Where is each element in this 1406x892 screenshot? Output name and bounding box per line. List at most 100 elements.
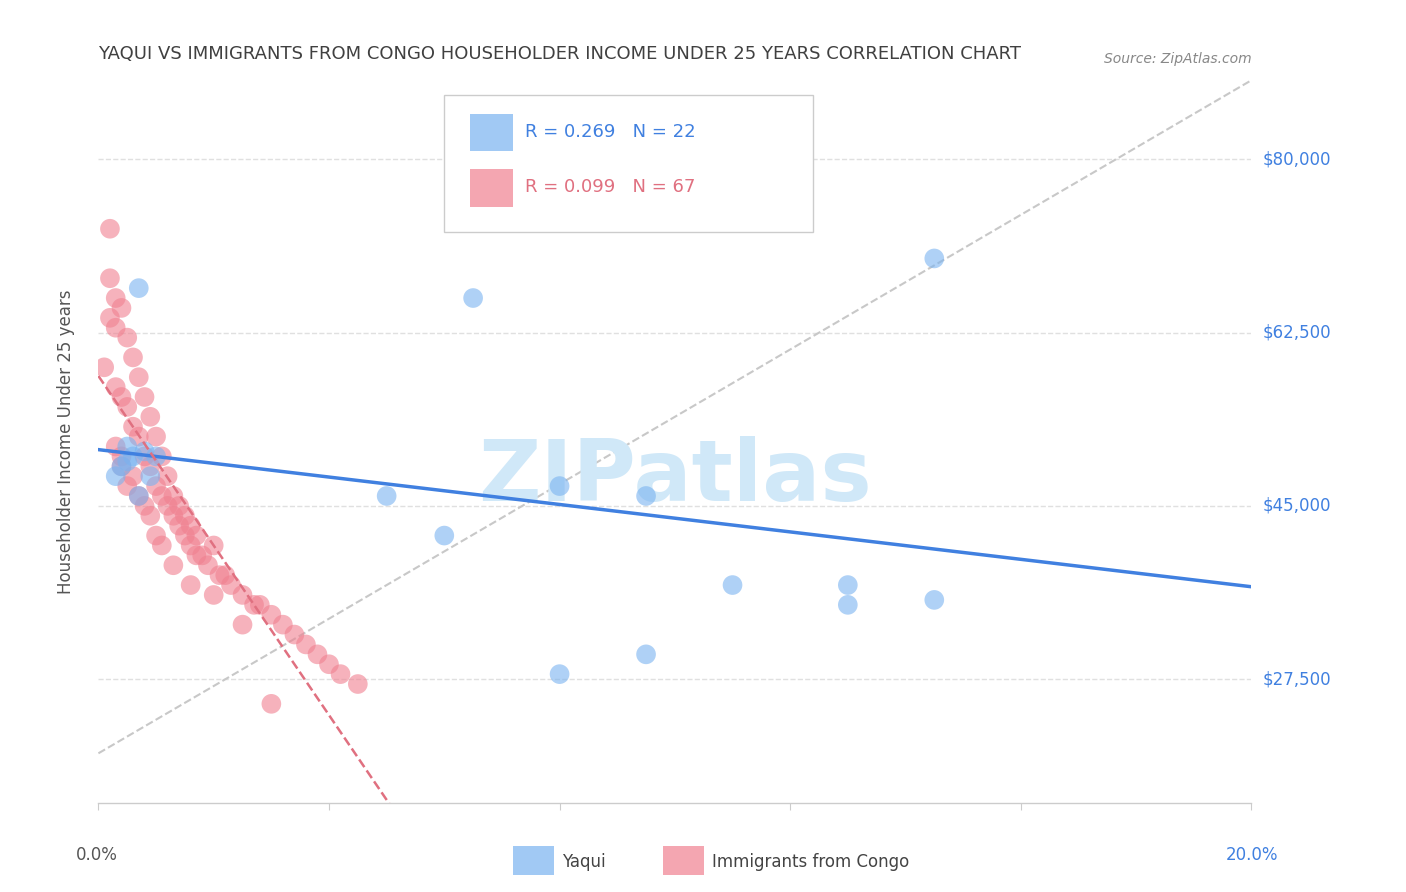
Point [231,617,254,632]
Point [186,549,208,563]
Point [117,479,139,493]
Point [110,390,132,404]
Point [128,370,150,384]
Point [249,598,271,612]
Point [93,360,115,375]
Point [128,281,150,295]
Point [117,440,139,454]
Text: $62,500: $62,500 [1263,324,1331,342]
Point [134,499,156,513]
Point [139,459,162,474]
Point [162,489,184,503]
Point [139,508,162,523]
Text: 20.0%: 20.0% [1226,847,1278,864]
Y-axis label: Householder Income Under 25 years: Householder Income Under 25 years [56,289,75,594]
Point [180,518,202,533]
Point [134,450,156,464]
Point [260,607,283,622]
Bar [513,847,554,875]
Point [231,588,254,602]
Point [156,469,179,483]
Point [122,351,145,365]
Point [174,508,197,523]
Point [329,667,352,681]
Point [307,648,329,662]
Point [162,508,184,523]
Point [122,419,145,434]
Text: 0.0%: 0.0% [76,847,118,864]
Point [208,568,231,582]
Point [167,518,190,533]
Point [202,539,225,553]
Point [548,479,571,493]
Text: $45,000: $45,000 [1263,497,1331,515]
Point [174,528,197,542]
Point [98,310,121,325]
Point [433,528,456,542]
Point [104,380,127,394]
Text: Yaqui: Yaqui [562,853,606,871]
Point [924,593,946,607]
Point [128,489,150,503]
Point [128,489,150,503]
Point [139,469,162,483]
Point [636,648,658,662]
Text: ZIPatlas: ZIPatlas [478,436,872,519]
Point [110,301,132,315]
Point [461,291,484,305]
Point [117,454,139,468]
Point [924,252,946,266]
Point [98,271,121,285]
Point [134,444,156,458]
Point [219,578,242,592]
Point [104,440,127,454]
Point [180,578,202,592]
Text: $80,000: $80,000 [1263,151,1331,169]
Point [134,390,156,404]
Point [110,459,132,474]
Point [318,657,340,672]
Point [837,598,859,612]
Point [104,320,127,334]
Point [283,627,305,641]
Point [636,489,658,503]
Point [548,667,571,681]
FancyBboxPatch shape [444,95,813,232]
Point [295,637,318,651]
Bar [470,113,513,151]
Point [346,677,368,691]
Point [128,429,150,443]
Point [243,598,266,612]
Point [117,330,139,344]
Text: $27,500: $27,500 [1263,670,1331,688]
Point [260,697,283,711]
Point [721,578,744,592]
Point [191,549,214,563]
Bar [664,847,704,875]
Point [162,558,184,573]
Point [122,450,145,464]
Point [117,400,139,414]
Point [186,528,208,542]
Point [110,450,132,464]
Point [110,459,132,474]
Point [122,469,145,483]
Point [167,499,190,513]
Point [150,539,173,553]
Point [98,221,121,235]
Text: R = 0.099   N = 67: R = 0.099 N = 67 [524,178,696,196]
Point [104,291,127,305]
Point [150,450,173,464]
Bar [470,169,513,207]
Point [139,409,162,424]
Point [375,489,398,503]
Text: YAQUI VS IMMIGRANTS FROM CONGO HOUSEHOLDER INCOME UNDER 25 YEARS CORRELATION CHA: YAQUI VS IMMIGRANTS FROM CONGO HOUSEHOLD… [98,45,1021,63]
Text: R = 0.269   N = 22: R = 0.269 N = 22 [524,123,696,141]
Point [150,489,173,503]
Point [145,528,167,542]
Text: Source: ZipAtlas.com: Source: ZipAtlas.com [1104,52,1251,66]
Point [180,539,202,553]
Point [197,558,219,573]
Point [145,429,167,443]
Text: Immigrants from Congo: Immigrants from Congo [711,853,910,871]
